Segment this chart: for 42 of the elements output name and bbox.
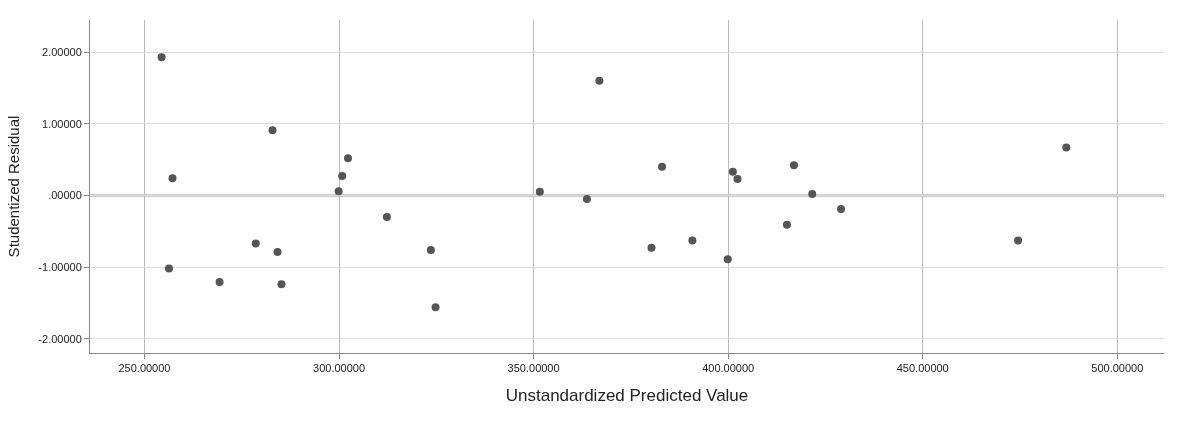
y-axis-title: Studentized Residual — [4, 115, 22, 258]
point — [723, 255, 732, 264]
point — [251, 239, 260, 248]
point — [728, 167, 737, 176]
point — [582, 195, 591, 204]
y-tick-label: .00000 — [48, 189, 82, 202]
x-tick-label: 500.00000 — [1091, 362, 1144, 375]
y-tick-label: -1.00000 — [38, 260, 82, 273]
y-tick-label: -2.00000 — [38, 332, 82, 345]
point — [157, 53, 166, 62]
point — [168, 174, 177, 183]
point — [688, 236, 697, 245]
point — [789, 161, 798, 170]
point — [808, 190, 817, 199]
x-tick-label: 350.00000 — [507, 362, 560, 375]
point — [733, 174, 742, 183]
point — [338, 172, 347, 181]
x-tick-label: 400.00000 — [702, 362, 755, 375]
point — [426, 245, 435, 254]
point — [164, 264, 173, 273]
point — [343, 154, 352, 163]
point — [658, 162, 667, 171]
point — [595, 76, 604, 85]
point — [268, 126, 277, 135]
point — [382, 212, 391, 221]
x-tick-label: 300.00000 — [313, 362, 366, 375]
point — [1014, 236, 1023, 245]
y-tick-label: 2.00000 — [42, 46, 82, 59]
x-tick-label: 250.00000 — [118, 362, 171, 375]
point — [1062, 143, 1071, 152]
point — [647, 243, 656, 252]
y-tick-label: 1.00000 — [42, 117, 82, 130]
point — [273, 248, 282, 257]
point — [215, 278, 224, 287]
point — [334, 187, 343, 196]
x-tick-label: 450.00000 — [896, 362, 949, 375]
point — [535, 187, 544, 196]
point — [431, 303, 440, 312]
point — [277, 280, 286, 289]
point — [837, 205, 846, 214]
x-axis-title: Unstandardized Predicted Value — [505, 385, 749, 405]
point — [782, 220, 791, 229]
